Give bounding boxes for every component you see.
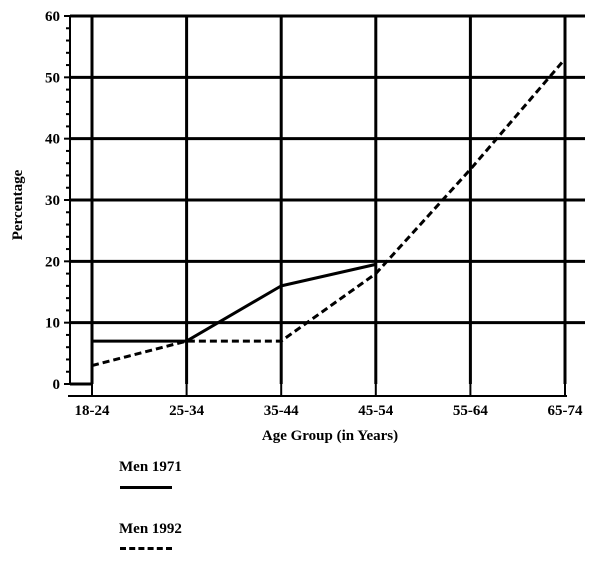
y-tick-label-50: 50 (45, 70, 60, 86)
y-tick-label-40: 40 (45, 132, 60, 148)
y-tick-label-10: 10 (45, 316, 60, 332)
axes (64, 14, 567, 397)
legend-label-men-1971: Men 1971 (119, 459, 182, 475)
x-axis-label: Age Group (in Years) (262, 428, 398, 444)
tick-labels: 0 10 20 30 40 50 60 18-24 25-34 35-44 45-54 55-64 65… (45, 9, 583, 419)
series-lines (91, 57, 567, 368)
y-axis-label: Percentage (10, 169, 26, 240)
x-tick-label-18-24: 18-24 (75, 403, 110, 419)
x-tick-label-35-44: 35-44 (264, 403, 299, 419)
grid-lines (90, 14, 585, 384)
y-tick-label-20: 20 (45, 254, 60, 270)
y-tick-label-0: 0 (53, 377, 61, 393)
legend-swatch-men-1992 (120, 547, 172, 550)
y-tick-label-60: 60 (45, 9, 60, 25)
series-line-men-1992 (91, 57, 567, 368)
series-line-men-1971 (92, 262, 377, 343)
legend-swatch-men-1971 (120, 486, 172, 489)
x-tick-label-25-34: 25-34 (169, 403, 204, 419)
y-tick-label-30: 30 (45, 193, 60, 209)
x-tick-label-65-74: 65-74 (548, 403, 583, 419)
x-tick-label-45-54: 45-54 (358, 403, 393, 419)
legend-label-men-1992: Men 1992 (119, 521, 182, 537)
x-tick-label-55-64: 55-64 (453, 403, 488, 419)
